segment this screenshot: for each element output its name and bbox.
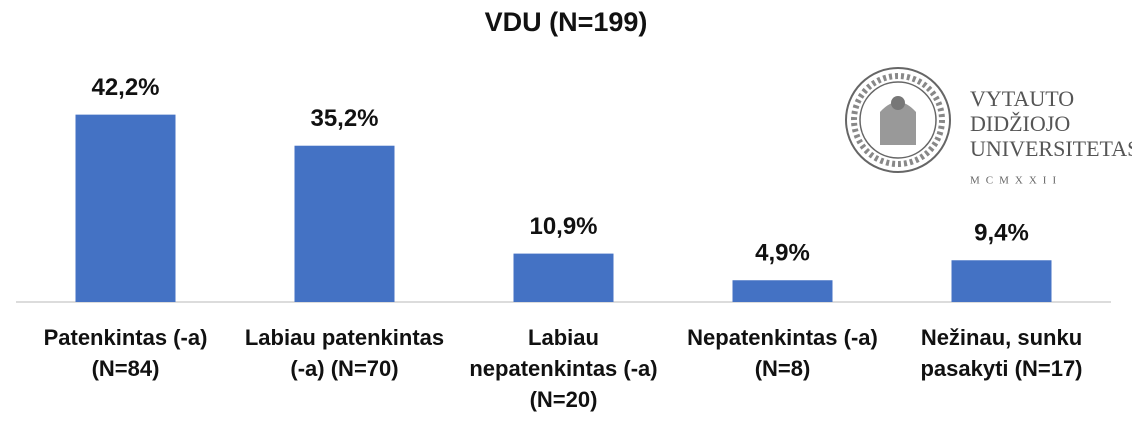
logo-text: DIDŽIOJO [970,111,1070,136]
value-label: 4,9% [755,240,810,267]
logo [845,67,951,173]
bar [951,260,1052,302]
seal-outer [845,67,951,173]
bar [294,145,395,302]
value-label: 9,4% [974,220,1029,247]
logo-text: VYTAUTO [970,86,1074,111]
value-label: 35,2% [310,105,378,132]
value-label: 42,2% [91,74,159,101]
x-tick-label: Labiau nepatenkintas (-a) (N=20) [469,325,658,412]
bar [75,114,176,303]
seal-letters [851,73,945,167]
chart-title: VDU (N=199) [485,7,648,37]
x-tick-label: Nežinau, sunku pasakyti (N=17) [920,325,1083,381]
logo-motto: MCMXXII [970,175,1062,187]
seal-inner [859,81,937,159]
x-tick-label: Labiau patenkintas (-a) (N=70) [244,325,445,381]
seal-head [891,96,905,110]
bar [513,253,614,302]
value-label: 10,9% [529,213,597,240]
x-tick-label: Patenkintas (-a) (N=84) [43,325,208,381]
x-tick-label: Nepatenkintas (-a) (N=8) [687,325,878,381]
logo-text: UNIVERSITETAS [970,136,1132,161]
seal-figure [880,102,916,145]
bar [732,280,833,302]
